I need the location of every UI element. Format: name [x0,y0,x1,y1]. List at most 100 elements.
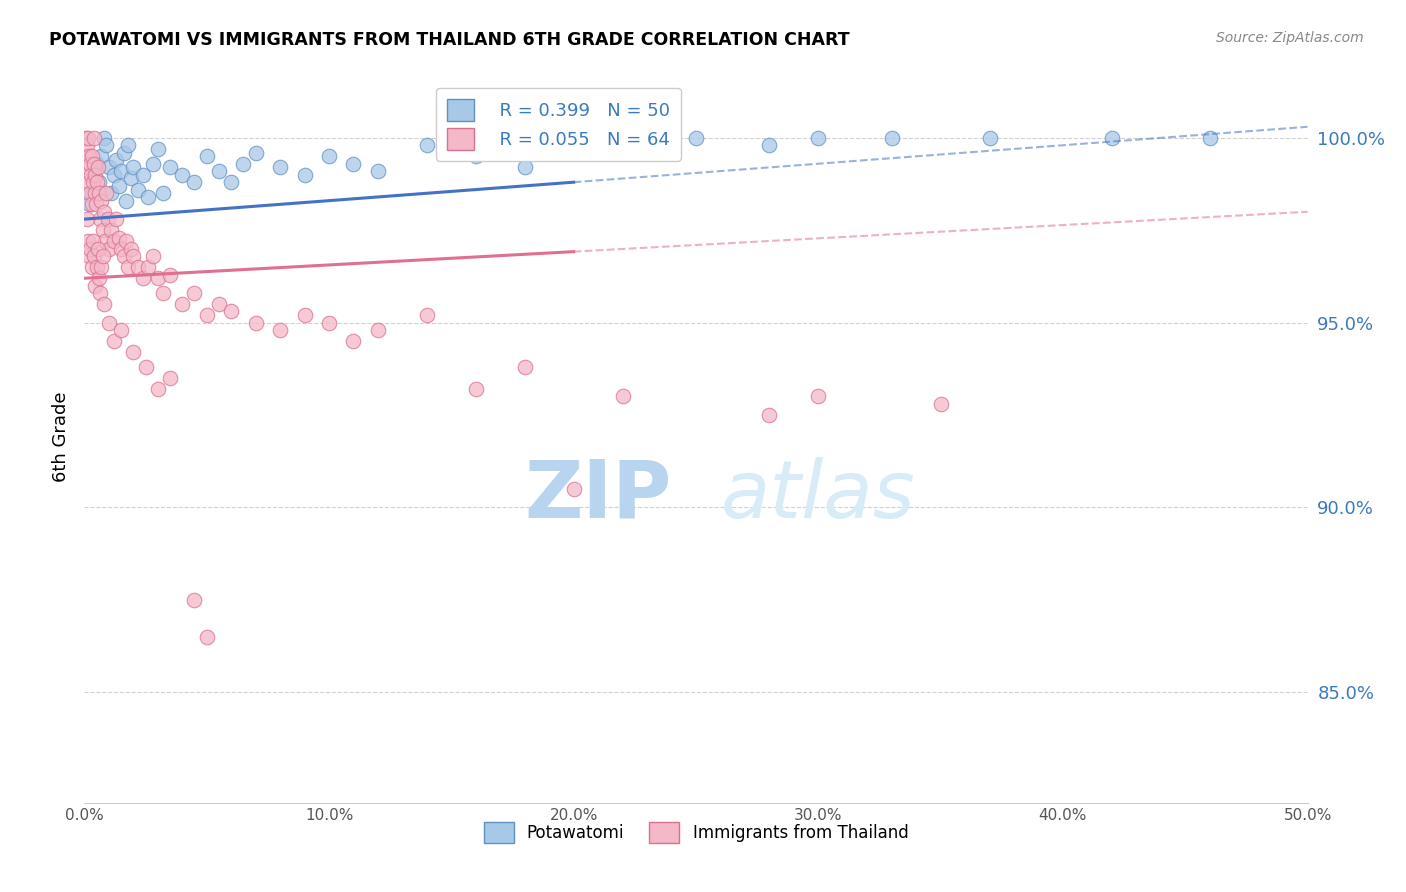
Point [96,138,118,153]
Point [83,186,105,201]
Point [159,161,181,175]
Point [94,235,117,249]
Point [87,271,110,285]
Point [76,161,98,175]
Point [183,175,205,189]
Point [91,249,114,263]
Point [1198,131,1220,145]
Point [416,138,439,153]
Point [82,175,104,189]
Point [142,249,165,263]
Point [105,212,128,227]
Point [758,138,780,153]
Point [122,161,145,175]
Point [1101,131,1123,145]
Point [112,249,135,263]
Point [132,271,155,285]
Point [86,260,108,274]
Point [97,212,120,227]
Point [513,161,536,175]
Point [97,161,120,175]
Point [146,142,169,156]
Point [75,149,97,163]
Point [107,178,129,193]
Point [136,190,159,204]
Text: ZIP: ZIP [524,457,672,534]
Point [245,316,267,330]
Point [685,131,707,145]
Point [77,197,100,211]
Point [80,168,103,182]
Legend: Potawatomi, Immigrants from Thailand: Potawatomi, Immigrants from Thailand [477,815,915,849]
Point [107,230,129,244]
Point [83,131,105,145]
Point [195,149,218,163]
Point [562,482,585,496]
Point [83,249,105,263]
Point [80,260,103,274]
Point [269,161,291,175]
Point [97,242,120,256]
Point [84,168,107,182]
Point [122,345,145,359]
Point [110,323,132,337]
Point [979,131,1001,145]
Point [82,149,104,163]
Point [87,186,110,201]
Point [152,285,174,300]
Point [612,389,634,403]
Point [117,138,139,153]
Point [159,268,181,282]
Point [367,323,389,337]
Point [76,138,98,153]
Point [89,285,111,300]
Point [318,149,340,163]
Point [105,153,128,167]
Point [807,131,830,145]
Point [464,382,486,396]
Point [195,308,218,322]
Point [103,334,125,348]
Point [90,194,112,208]
Point [77,149,100,163]
Point [464,149,486,163]
Point [208,164,231,178]
Point [80,186,103,201]
Point [562,145,585,160]
Point [318,316,340,330]
Point [159,371,181,385]
Point [82,235,104,249]
Point [880,131,903,145]
Point [79,186,101,201]
Point [245,145,267,160]
Point [77,249,100,263]
Point [135,359,157,374]
Point [110,164,132,178]
Point [183,285,205,300]
Point [77,175,100,189]
Point [89,212,111,227]
Point [929,397,952,411]
Point [132,168,155,182]
Point [87,161,110,175]
Point [83,168,105,182]
Text: POTAWATOMI VS IMMIGRANTS FROM THAILAND 6TH GRADE CORRELATION CHART: POTAWATOMI VS IMMIGRANTS FROM THAILAND 6… [49,31,849,49]
Point [110,242,132,256]
Point [75,131,97,145]
Point [87,242,110,256]
Point [79,242,101,256]
Point [183,592,205,607]
Point [103,168,125,182]
Point [103,235,125,249]
Point [172,168,194,182]
Point [76,212,98,227]
Point [112,145,135,160]
Point [100,223,122,237]
Point [86,157,108,171]
Point [120,242,142,256]
Point [195,630,218,644]
Point [80,197,103,211]
Point [83,157,105,171]
Point [122,249,145,263]
Point [84,197,107,211]
